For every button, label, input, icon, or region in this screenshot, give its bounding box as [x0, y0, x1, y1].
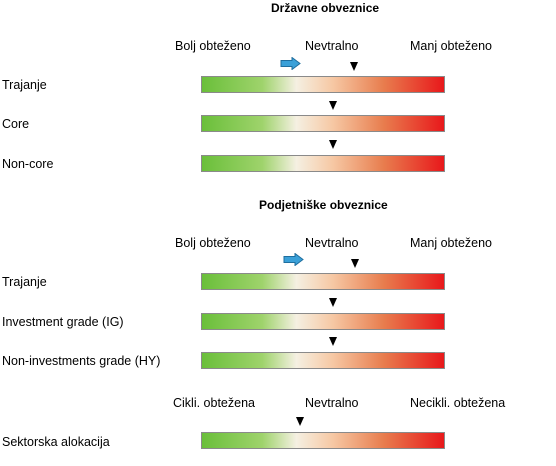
section2-row-label-ig: Investment grade (IG)	[2, 315, 124, 329]
section1-scale-right: Manj obteženo	[410, 39, 493, 53]
section3-scale-right: Necikli. obtežena	[410, 396, 506, 410]
marker-triangle-down-icon	[329, 101, 337, 110]
marker-triangle-down-icon	[296, 417, 304, 426]
marker-triangle-down-icon	[329, 140, 337, 149]
section3-bar-sector	[201, 432, 445, 449]
right-arrow-icon	[280, 57, 301, 70]
section2-bar-hy	[201, 352, 445, 369]
section2-scale-left: Bolj obteženo	[175, 236, 251, 250]
section2-title: Podjetniške obveznice	[259, 198, 388, 212]
marker-triangle-down-icon	[350, 62, 358, 71]
section2-bar-duration	[201, 273, 445, 290]
right-arrow-icon	[283, 253, 304, 266]
marker-triangle-down-icon	[329, 298, 337, 307]
section2-bar-ig	[201, 313, 445, 330]
section3-scale-left: Cikli. obtežena	[173, 396, 255, 410]
section2-row-label-duration: Trajanje	[2, 275, 47, 289]
section1-title: Državne obveznice	[271, 1, 380, 15]
section2-scale-mid: Nevtralno	[305, 236, 359, 250]
section1-bar-core	[201, 115, 445, 132]
section1-scale-left: Bolj obteženo	[175, 39, 251, 53]
section1-row-label-noncore: Non-core	[2, 157, 54, 171]
section3-scale-mid: Nevtralno	[305, 396, 359, 410]
section1-bar-noncore	[201, 155, 445, 172]
section1-bar-duration	[201, 76, 445, 93]
section2-scale-right: Manj obteženo	[410, 236, 493, 250]
marker-triangle-down-icon	[351, 259, 359, 268]
section1-row-label-duration: Trajanje	[2, 78, 47, 92]
section2-row-label-hy: Non-investments grade (HY)	[2, 354, 161, 368]
marker-triangle-down-icon	[329, 337, 337, 346]
section1-row-label-core: Core	[2, 117, 30, 131]
section3-row-label-sector: Sektorska alokacija	[2, 435, 110, 449]
section1-scale-mid: Nevtralno	[305, 39, 359, 53]
